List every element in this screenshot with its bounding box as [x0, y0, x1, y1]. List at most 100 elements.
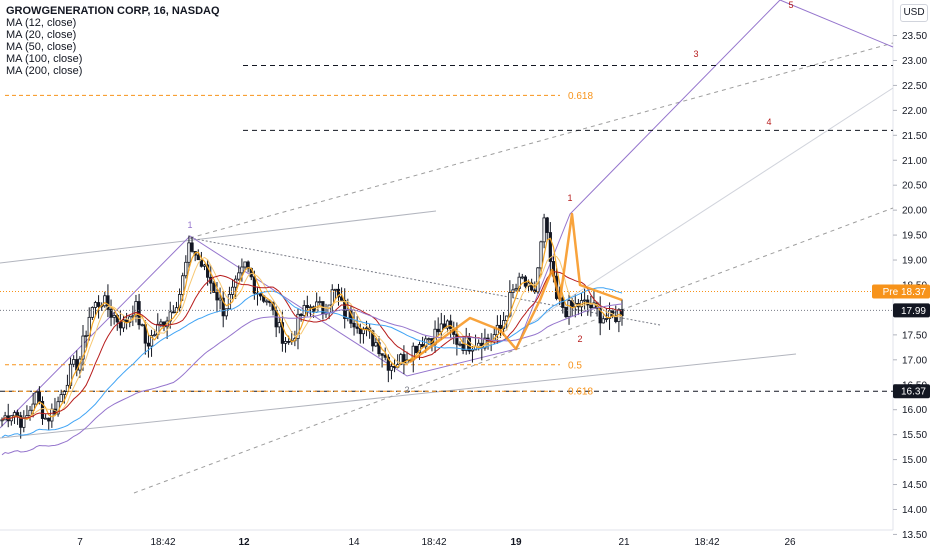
candle-body [336, 288, 341, 298]
candle-body [545, 217, 549, 233]
candle-body [389, 366, 394, 371]
candle-body [511, 289, 515, 293]
candle-body [196, 254, 200, 261]
trend-line [0, 210, 437, 264]
candle-body [564, 307, 568, 318]
candle-body [246, 261, 250, 269]
y-tick-label: 13.50 [902, 530, 927, 541]
x-tick-label: 21 [618, 537, 630, 548]
legend-ma20[interactable]: MA (20, close) [6, 29, 77, 41]
moving-average-line [1, 287, 623, 438]
candle-body [215, 292, 219, 301]
candle-body [103, 295, 107, 307]
candle-body [28, 409, 32, 416]
moving-average-line [1, 303, 623, 456]
candle-body [383, 354, 387, 358]
candle-body [371, 330, 375, 347]
candle-body [181, 275, 185, 295]
candle-body [427, 338, 431, 340]
candle-body [84, 335, 88, 337]
wave-projection-line [409, 212, 623, 364]
candle-body [12, 412, 17, 417]
fib-level-label: 0.618 [568, 91, 593, 102]
candle-body [40, 400, 45, 419]
candle-body [598, 308, 602, 324]
legend-ma200[interactable]: MA (200, close) [6, 65, 83, 77]
candle-body [31, 403, 35, 411]
candle-body [514, 288, 518, 291]
candle-body [539, 241, 543, 269]
candle-body [305, 305, 309, 309]
candle-body [561, 297, 565, 308]
candle-body [589, 304, 593, 309]
candle-body [159, 321, 163, 325]
y-tick-label: 21.50 [902, 131, 927, 142]
candle-body [62, 391, 66, 395]
candle-body [265, 300, 269, 303]
candle-body [171, 311, 175, 314]
candle-body [318, 301, 322, 303]
candle-body [287, 341, 291, 343]
x-tick-label: 7 [77, 537, 83, 548]
price-badge [872, 284, 930, 299]
candle-body [59, 394, 63, 403]
candle-body [109, 308, 113, 318]
currency-button[interactable]: USD [900, 4, 928, 22]
candle-body [34, 391, 38, 405]
wave-label: 5 [788, 0, 793, 10]
candle-body [458, 343, 462, 346]
fib-level-label: 0.618 [568, 387, 593, 398]
candle-body [0, 419, 4, 422]
price-badge-label: 16.37 [901, 387, 926, 398]
candle-body [445, 320, 450, 329]
wave-label: 3 [693, 49, 698, 59]
candle-body [470, 349, 475, 352]
candle-body [153, 334, 157, 337]
candle-body [224, 308, 228, 317]
legend-ma12[interactable]: MA (12, close) [6, 17, 77, 29]
wave-label: 4 [766, 117, 771, 127]
price-badge-label: Pre 18.37 [883, 287, 927, 298]
candle-body [614, 315, 618, 322]
candle-body [218, 297, 222, 301]
candle-body [299, 313, 303, 316]
candle-body [221, 297, 225, 317]
candle-body [206, 264, 210, 278]
moving-average-line [1, 237, 623, 421]
candle-body [240, 266, 244, 274]
candle-body [47, 417, 51, 422]
candle-body [364, 327, 369, 330]
candle-body [243, 261, 247, 268]
y-tick-label: 19.50 [902, 231, 927, 242]
candle-body [399, 354, 403, 366]
y-tick-label: 21.00 [902, 156, 927, 167]
candle-body [352, 322, 356, 328]
candle-body [520, 276, 524, 279]
y-tick-label: 17.00 [902, 355, 927, 366]
candle-body [149, 335, 154, 347]
legend-ma50[interactable]: MA (50, close) [6, 41, 77, 53]
candle-body [339, 296, 344, 301]
y-tick-label: 23.50 [902, 31, 927, 42]
wave-label: 2 [404, 385, 409, 395]
candle-body [308, 306, 313, 309]
candle-body [190, 242, 194, 252]
y-tick-label: 20.50 [902, 181, 927, 192]
candle-body [374, 342, 378, 347]
candle-body [19, 415, 23, 428]
candle-body [121, 319, 126, 329]
candle-body [37, 391, 41, 402]
candle-body [50, 408, 54, 422]
candle-body [583, 299, 587, 302]
price-badge [893, 384, 930, 399]
candle-body [237, 272, 241, 280]
candle-body [146, 342, 151, 347]
fib-level-label: 0.5 [568, 360, 582, 371]
candle-body [15, 412, 20, 417]
legend-ma100[interactable]: MA (100, close) [6, 53, 83, 65]
candle-body [277, 322, 281, 328]
candle-body [604, 318, 609, 320]
candle-body [355, 326, 359, 329]
